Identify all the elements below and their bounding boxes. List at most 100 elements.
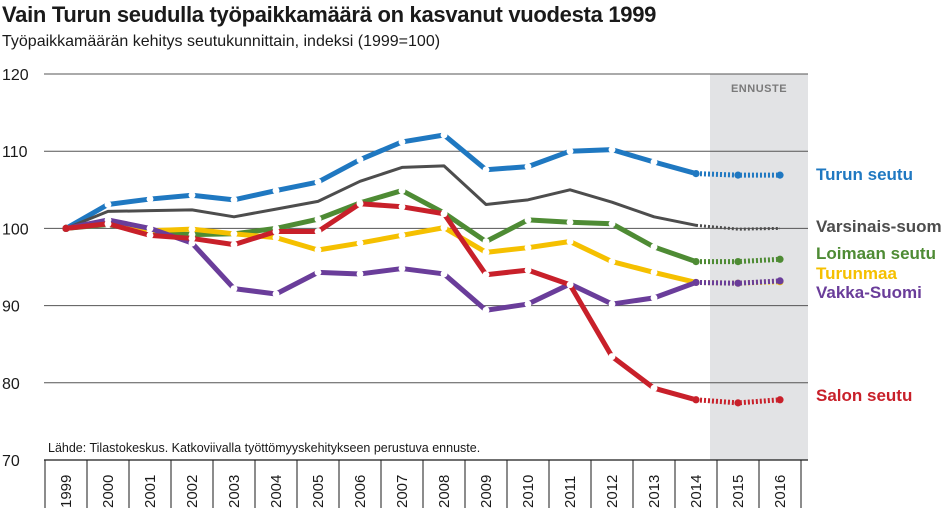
data-point: [524, 244, 532, 251]
data-point: [734, 399, 742, 407]
forecast-region: [710, 74, 808, 460]
data-point: [398, 138, 406, 146]
x-tick-label: 2007: [394, 475, 411, 508]
data-point: [146, 195, 154, 203]
data-point: [398, 187, 406, 194]
data-point: [314, 215, 322, 223]
x-tick-label: 2006: [352, 475, 369, 508]
data-point: [482, 307, 490, 314]
data-point: [482, 238, 490, 245]
data-point: [146, 225, 154, 232]
data-point: [650, 385, 658, 392]
data-point: [650, 158, 658, 166]
y-tick-label: 120: [2, 67, 29, 84]
x-tick-label: 2002: [184, 475, 201, 508]
x-tick-label: 2000: [100, 475, 117, 508]
data-point: [524, 266, 532, 274]
x-tick-label: 2011: [562, 476, 579, 508]
data-point: [146, 232, 154, 239]
data-point: [776, 277, 784, 285]
x-tick-label: 2008: [436, 475, 453, 508]
series-label: Salon seutu: [816, 386, 912, 405]
data-point: [566, 148, 574, 155]
series-line: [63, 217, 699, 313]
data-point: [230, 285, 238, 292]
series-varsinais-suomi: [64, 164, 781, 231]
data-point: [188, 225, 196, 233]
data-point: [440, 270, 448, 278]
x-tick-label: 2001: [142, 475, 159, 508]
y-tick-label: 80: [2, 376, 20, 393]
data-point: [230, 241, 238, 248]
data-point: [356, 239, 364, 247]
data-point: [104, 220, 112, 227]
data-point: [230, 230, 238, 238]
data-point: [608, 258, 616, 265]
series-line: [63, 201, 699, 403]
data-point: [104, 201, 112, 208]
series-line: [63, 188, 699, 265]
series-label: Turun seutu: [816, 165, 913, 184]
data-point: [188, 239, 196, 247]
series-salon-seutu: [62, 200, 784, 407]
forecast-label: ENNUSTE: [731, 83, 787, 95]
data-point: [608, 353, 616, 360]
data-point: [650, 269, 658, 276]
data-point: [776, 171, 784, 179]
y-tick-label: 90: [2, 299, 20, 316]
data-point: [398, 203, 406, 210]
data-point: [440, 210, 448, 217]
data-point: [650, 243, 658, 251]
chart-subtitle: Työpaikkamäärän kehitys seutukunnittain,…: [2, 33, 441, 50]
data-point: [482, 166, 490, 173]
series-label: Loimaan seutu: [816, 244, 936, 263]
data-point: [272, 187, 280, 194]
series-label: Vakka-Suomi: [816, 283, 922, 302]
x-tick-label: 2005: [310, 475, 327, 508]
x-tick-label: 2010: [520, 475, 537, 508]
source-note: Lähde: Tilastokeskus. Katkoviivalla työt…: [48, 441, 480, 455]
data-point: [734, 171, 742, 179]
data-point: [482, 249, 490, 256]
data-point: [524, 163, 532, 170]
data-point: [776, 255, 784, 263]
y-tick-label: 100: [2, 221, 29, 238]
data-point: [188, 235, 196, 242]
x-tick-label: 2012: [604, 475, 621, 508]
data-point: [608, 300, 616, 308]
data-point: [314, 246, 322, 254]
data-point: [482, 271, 490, 278]
data-point: [566, 238, 574, 245]
x-tick-label: 2014: [688, 475, 705, 508]
series-line: [64, 164, 698, 230]
series-turun-seutu: [62, 131, 784, 232]
data-point: [314, 269, 322, 276]
data-point: [356, 270, 364, 278]
data-point: [272, 234, 280, 241]
x-tick-label: 1999: [58, 475, 75, 508]
data-point: [440, 131, 448, 139]
data-point: [356, 156, 364, 163]
data-point: [692, 257, 700, 266]
data-point: [692, 396, 700, 404]
data-point: [398, 232, 406, 239]
data-point: [230, 196, 238, 204]
data-point: [524, 300, 532, 308]
data-point: [692, 169, 700, 178]
data-point: [272, 228, 280, 235]
series-label: Varsinais-suomi: [816, 217, 941, 236]
data-point: [314, 228, 322, 235]
data-point: [524, 216, 532, 224]
data-point: [650, 294, 658, 302]
y-tick-label: 70: [2, 453, 20, 470]
y-tick-label: 110: [2, 144, 28, 161]
data-point: [314, 178, 322, 186]
data-point: [566, 219, 574, 226]
data-point: [440, 224, 448, 231]
data-point: [398, 265, 406, 272]
data-point: [566, 281, 574, 288]
data-point: [692, 278, 700, 287]
series-label: Turunmaa: [816, 264, 897, 283]
data-point: [188, 192, 196, 199]
